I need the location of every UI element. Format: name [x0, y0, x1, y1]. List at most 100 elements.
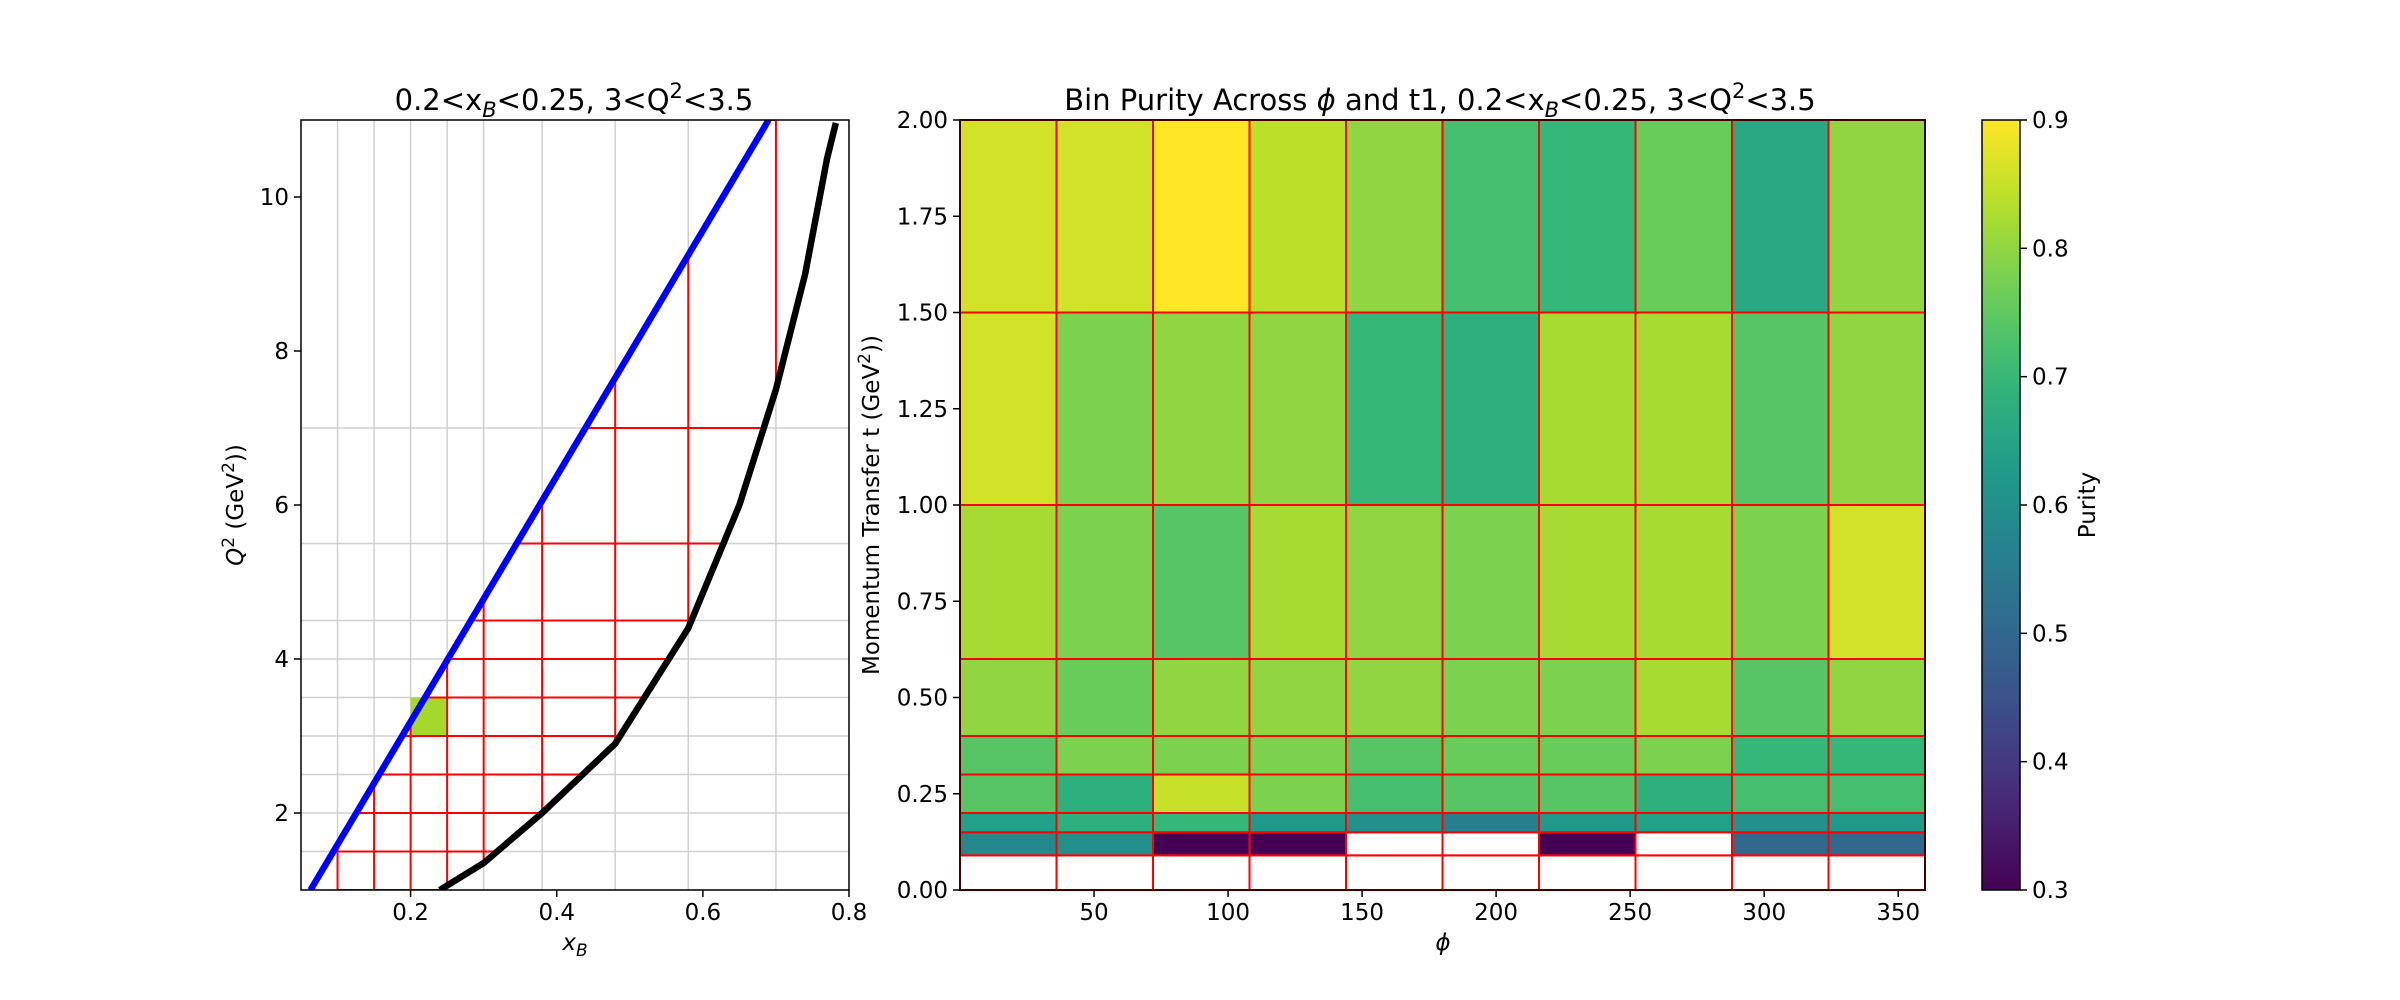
heatmap-cell	[1055, 854, 1154, 891]
heatmap-cell	[1731, 831, 1830, 857]
heatmap-cell	[1827, 735, 1926, 776]
heatmap-cell	[1345, 504, 1444, 660]
heatmap-cell	[1538, 854, 1637, 891]
heatmap-cell	[1538, 812, 1637, 834]
heatmap-cells	[959, 119, 1926, 891]
upper-boundary-line	[307, 120, 772, 890]
heatmap-cell	[1731, 854, 1830, 891]
x-tick-label: 300	[1742, 900, 1786, 926]
heatmap-cell	[1345, 658, 1444, 737]
x-tick-label: 0.2	[392, 900, 429, 926]
colorbar-gradient	[1981, 119, 2021, 891]
heatmap-cell	[959, 812, 1058, 834]
y-tick-label: 0.25	[897, 782, 948, 808]
y-tick-label: 0.00	[897, 878, 948, 904]
heatmap-cell	[1634, 658, 1733, 737]
x-tick-label: 0.4	[538, 900, 575, 926]
heatmap-cell	[1055, 504, 1154, 660]
heatmap-cell	[1152, 311, 1251, 506]
heatmap-cell	[959, 119, 1058, 314]
y-tick-label: 10	[260, 185, 289, 211]
heatmap-cell	[1634, 735, 1733, 776]
heatmap-cell	[1827, 812, 1926, 834]
y-tick-label: 1.75	[897, 204, 948, 230]
heatmap-cell	[1345, 854, 1444, 891]
heatmap-cell	[1538, 735, 1637, 776]
colorbar-ticks: 0.3 0.4 0.5 0.6 0.7 0.8 0.9	[2020, 108, 2069, 904]
heatmap-cell	[1055, 812, 1154, 834]
heatmap-cell	[1538, 119, 1637, 314]
right-title: Bin Purity Across ϕ and t1, 0.2<xB<0.25,…	[1064, 79, 1815, 122]
heatmap-cell	[1731, 773, 1830, 814]
heatmap-cell	[1152, 831, 1251, 857]
x-tick-label: 350	[1876, 900, 1920, 926]
heatmap-cell	[1634, 504, 1733, 660]
heatmap-cell	[1345, 831, 1444, 857]
heatmap-cell	[1634, 311, 1733, 506]
heatmap-cell	[1538, 658, 1637, 737]
heatmap-cell	[1827, 831, 1926, 857]
colorbar-label: Purity	[2075, 472, 2101, 539]
heatmap-cell	[1152, 773, 1251, 814]
heatmap-cell	[959, 854, 1058, 891]
left-x-ticks: 0.2 0.4 0.6 0.8	[392, 890, 867, 926]
heatmap-cell	[1441, 854, 1540, 891]
right-y-axis-label: Momentum Transfer t (GeV2))	[855, 335, 885, 675]
heatmap-cell	[1827, 311, 1926, 506]
heatmap-cell	[1152, 504, 1251, 660]
y-tick-label: 1.50	[897, 301, 948, 327]
left-y-ticks: 2 4 6 8 10	[260, 185, 301, 827]
heatmap-cell	[1441, 773, 1540, 814]
heatmap-cell	[1248, 504, 1347, 660]
heatmap-cell	[1248, 735, 1347, 776]
heatmap-cell	[1248, 311, 1347, 506]
heatmap-cell	[1152, 812, 1251, 834]
heatmap-cell	[1827, 504, 1926, 660]
heatmap-cell	[1731, 504, 1830, 660]
y-tick-label: 4	[274, 647, 289, 673]
y-tick-label: 1.25	[897, 397, 948, 423]
x-tick-label: 200	[1474, 900, 1518, 926]
heatmap-cell	[959, 504, 1058, 660]
heatmap-cell	[1345, 812, 1444, 834]
heatmap-cell	[1345, 735, 1444, 776]
heatmap-cell	[959, 735, 1058, 776]
heatmap-cell	[1248, 812, 1347, 834]
heatmap-cell	[1345, 773, 1444, 814]
colorbar-tick-label: 0.8	[2032, 236, 2069, 262]
y-tick-label: 8	[274, 339, 289, 365]
heatmap-cell	[959, 773, 1058, 814]
heatmap-cell	[1634, 831, 1733, 857]
heatmap-cell	[1248, 854, 1347, 891]
y-tick-label: 0.75	[897, 589, 948, 615]
heatmap-cell	[1345, 311, 1444, 506]
heatmap-cell	[1441, 658, 1540, 737]
heatmap-cell	[1538, 311, 1637, 506]
heatmap-cell	[1055, 773, 1154, 814]
x-tick-label: 50	[1079, 900, 1108, 926]
heatmap-cell	[1731, 658, 1830, 737]
heatmap-cell	[1634, 854, 1733, 891]
heatmap-cell	[1731, 735, 1830, 776]
x-tick-label: 250	[1608, 900, 1652, 926]
heatmap-cell	[1441, 504, 1540, 660]
heatmap-cell	[1055, 119, 1154, 314]
colorbar: 0.3 0.4 0.5 0.6 0.7 0.8 0.9 Purity	[1981, 108, 2101, 904]
y-tick-label: 2	[274, 801, 289, 827]
left-title: 0.2<xB<0.25, 3<Q2<3.5	[395, 79, 754, 122]
heatmap-cell	[1827, 658, 1926, 737]
heatmap-cell	[1248, 773, 1347, 814]
left-bin-grid	[336, 120, 777, 890]
heatmap-cell	[1538, 504, 1637, 660]
lower-boundary-curve	[438, 122, 840, 890]
heatmap-cell	[959, 831, 1058, 857]
heatmap-cell	[1152, 735, 1251, 776]
x-tick-label: 0.8	[831, 900, 868, 926]
heatmap-cell	[1152, 854, 1251, 891]
heatmap-cell	[1538, 773, 1637, 814]
colorbar-tick-label: 0.3	[2032, 878, 2069, 904]
heatmap-cell	[1345, 119, 1444, 314]
left-x-axis-label: xB	[561, 930, 587, 961]
heatmap-cell	[1634, 773, 1733, 814]
